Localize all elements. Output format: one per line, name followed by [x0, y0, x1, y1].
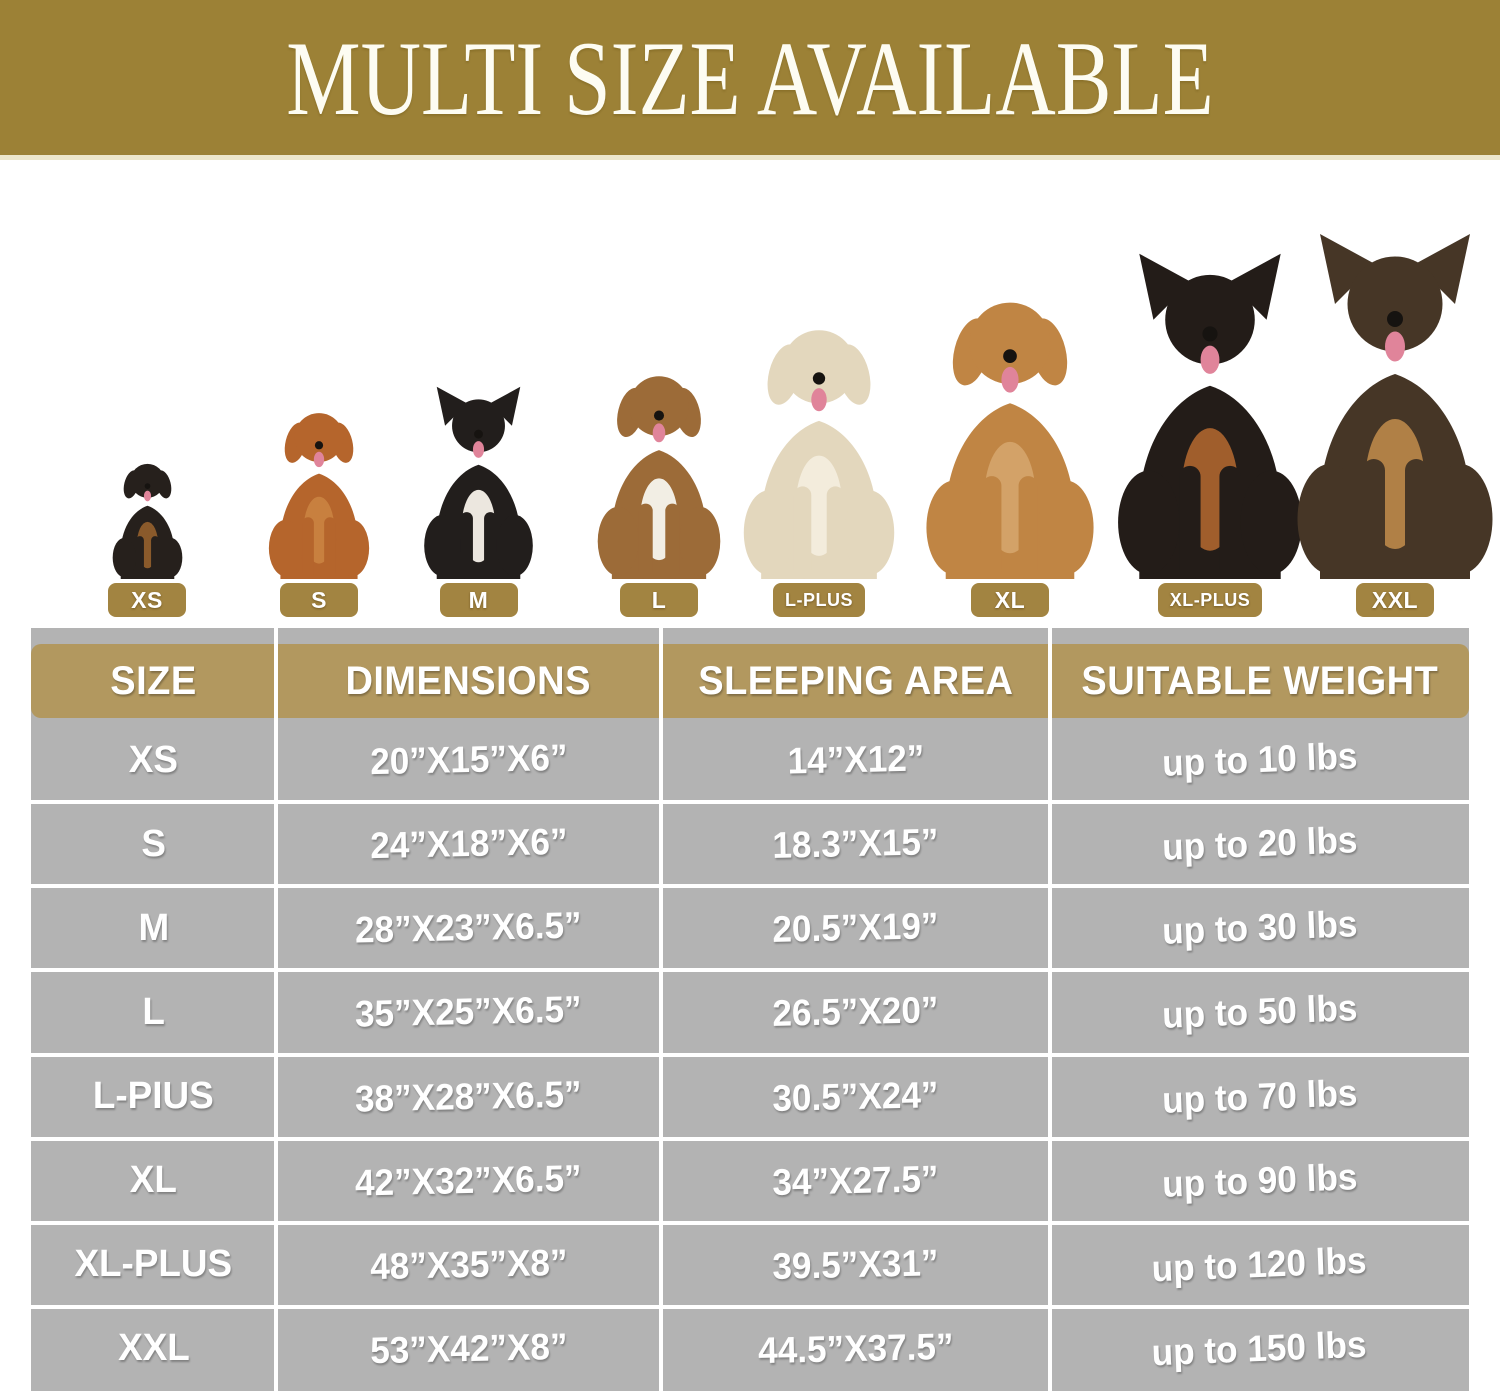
cell-suitable-weight: up to 50 lbs — [1161, 987, 1358, 1037]
size-badge-xl: XL — [971, 583, 1049, 617]
dog-illustration-icon — [268, 413, 370, 579]
column-divider — [274, 628, 278, 1391]
row-divider — [31, 800, 1469, 804]
cell-dimensions: 28”X23”X6.5” — [354, 904, 583, 951]
cell-dimensions: 24”X18”X6” — [369, 821, 568, 867]
cell-size: L-PIUS — [93, 1075, 214, 1118]
size-table: SIZE DIMENSIONS SLEEPING AREA SUITABLE W… — [31, 628, 1469, 1391]
cell-sleeping-area: 44.5”X37.5” — [757, 1325, 954, 1372]
size-badge-l-plus: L-PLUS — [773, 583, 865, 617]
size-badge-xs: XS — [108, 583, 186, 617]
dog-xxl-german-shepherd: XXL — [1290, 229, 1500, 617]
row-divider — [31, 1053, 1469, 1057]
cell-sleeping-area: 20.5”X19” — [772, 905, 939, 951]
cell-sleeping-area: 39.5”X31” — [772, 1241, 939, 1287]
cell-sleeping-area: 34”X27.5” — [772, 1157, 939, 1203]
row-divider — [31, 1305, 1469, 1309]
column-header-suitable-weight: SUITABLE WEIGHT — [1081, 658, 1438, 703]
cell-suitable-weight: up to 120 lbs — [1151, 1239, 1368, 1290]
table-header-band — [31, 644, 1469, 718]
cell-suitable-weight: up to 70 lbs — [1161, 1071, 1358, 1121]
cell-sleeping-area: 18.3”X15” — [772, 821, 939, 867]
cell-dimensions: 42”X32”X6.5” — [354, 1157, 583, 1204]
dog-illustration-icon — [424, 386, 533, 579]
cell-suitable-weight: up to 30 lbs — [1161, 903, 1358, 953]
dog-illustration-icon — [1297, 234, 1493, 579]
dog-illustration-icon — [926, 302, 1094, 579]
cell-suitable-weight: up to 10 lbs — [1161, 735, 1358, 784]
cell-size: XXL — [117, 1327, 190, 1370]
cell-dimensions: 53”X42”X8” — [369, 1325, 568, 1372]
dog-s-poodle: S — [265, 399, 373, 617]
cell-size: XS — [128, 738, 179, 781]
cell-dimensions: 48”X35”X8” — [369, 1241, 568, 1287]
cell-sleeping-area: 30.5”X24” — [772, 1073, 939, 1119]
column-header-dimensions: DIMENSIONS — [345, 658, 592, 703]
dog-illustration-icon — [597, 376, 721, 579]
cell-size: S — [141, 822, 166, 865]
dog-size-lineup: XS S — [0, 160, 1500, 628]
row-divider — [31, 884, 1469, 888]
dog-lplus-cream-retriever: L-PLUS — [738, 309, 900, 617]
column-divider — [1048, 628, 1052, 1391]
dog-illustration-icon — [1118, 253, 1302, 579]
size-badge-l: L — [620, 583, 698, 617]
column-divider — [659, 628, 663, 1391]
cell-dimensions: 20”X15”X6” — [369, 736, 568, 783]
size-badge-xxl: XXL — [1356, 583, 1434, 617]
cell-suitable-weight: up to 150 lbs — [1151, 1323, 1368, 1374]
size-badge-xl-plus: XL-PLUS — [1157, 583, 1263, 617]
cell-size: M — [138, 906, 169, 949]
size-table-grid: SIZE DIMENSIONS SLEEPING AREA SUITABLE W… — [31, 628, 1469, 1391]
cell-suitable-weight: up to 90 lbs — [1161, 1155, 1358, 1205]
dog-xl-golden-retriever: XL — [920, 279, 1100, 617]
cell-dimensions: 38”X28”X6.5” — [354, 1073, 583, 1120]
column-header-size: SIZE — [110, 658, 197, 703]
size-badge-s: S — [280, 583, 358, 617]
cell-sleeping-area: 26.5”X20” — [772, 989, 939, 1035]
dog-xs-dachshund: XS — [108, 454, 186, 617]
size-badge-m: M — [439, 583, 518, 617]
column-header-sleeping-area: SLEEPING AREA — [697, 658, 1014, 703]
dog-xlplus-doberman: XL-PLUS — [1111, 249, 1309, 617]
cell-size: XL-PLUS — [74, 1243, 233, 1286]
cell-size: L — [142, 990, 165, 1033]
dog-illustration-icon — [743, 330, 895, 579]
row-divider — [31, 968, 1469, 972]
cell-size: XL — [129, 1159, 178, 1202]
dog-illustration-icon — [112, 463, 182, 579]
cell-suitable-weight: up to 20 lbs — [1161, 819, 1358, 869]
row-divider — [31, 1137, 1469, 1141]
header-banner: MULTI SIZE AVAILABLE — [0, 0, 1500, 160]
dog-m-french-bulldog: M — [420, 384, 537, 617]
dog-l-beagle: L — [593, 359, 725, 617]
row-divider — [31, 1221, 1469, 1225]
cell-sleeping-area: 14”X12” — [786, 737, 925, 782]
cell-dimensions: 35”X25”X6.5” — [354, 988, 583, 1035]
page-title: MULTI SIZE AVAILABLE — [286, 18, 1214, 137]
